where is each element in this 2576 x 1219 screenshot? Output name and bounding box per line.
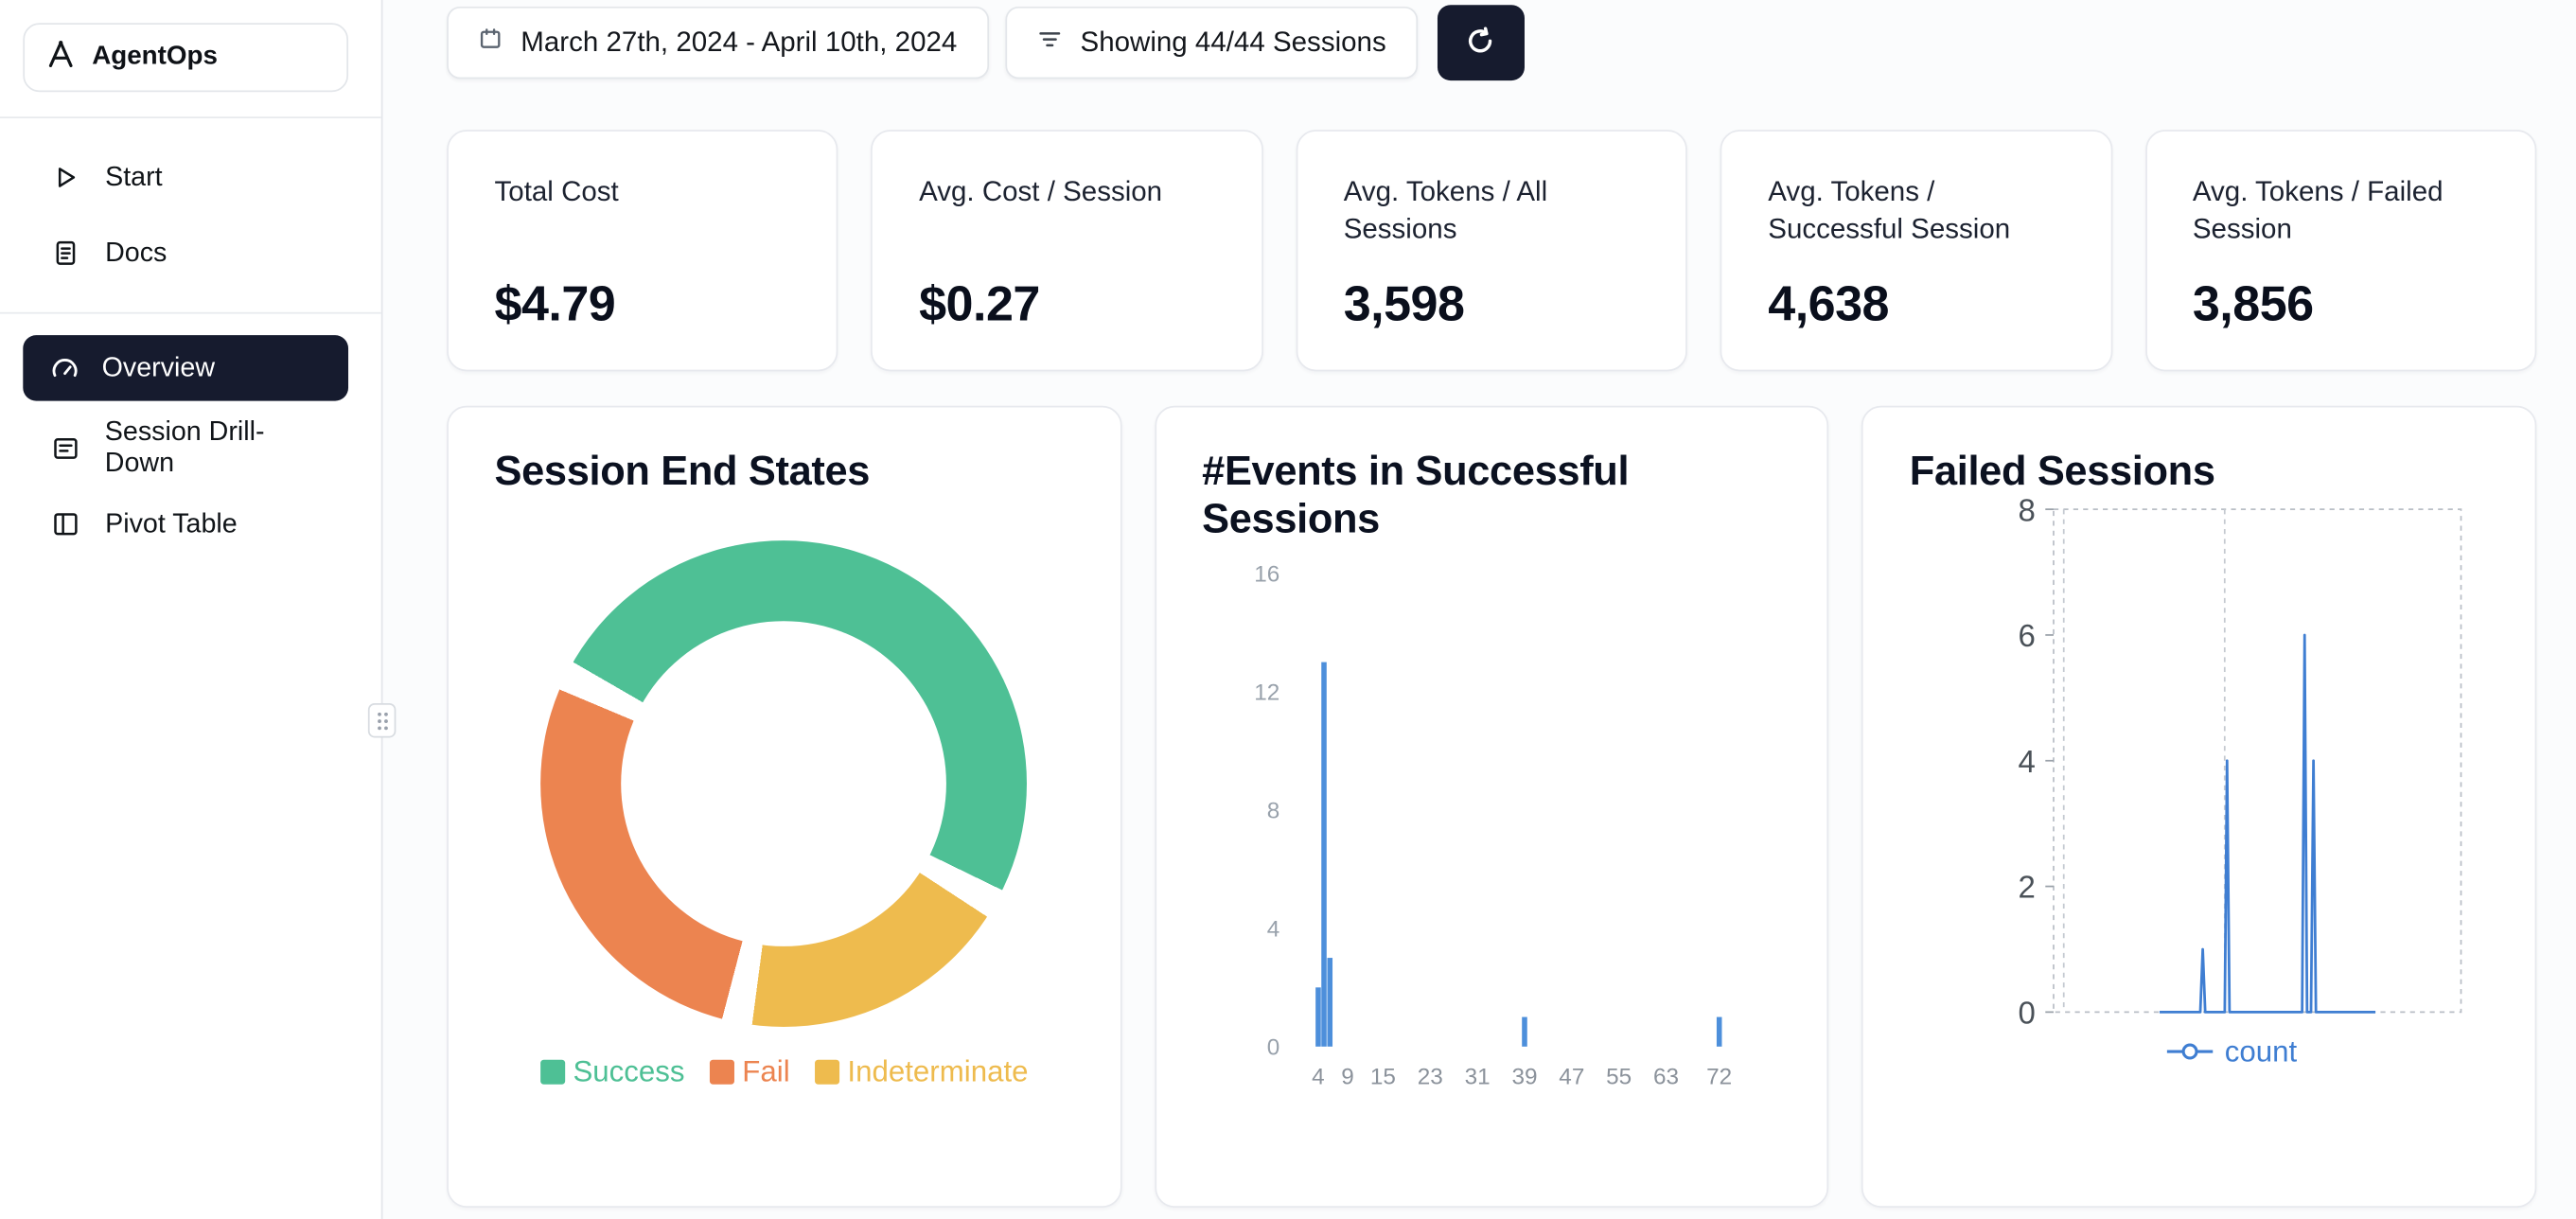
refresh-icon [1464,24,1497,62]
filter-label: Showing 44/44 Sessions [1080,26,1386,58]
legend-item-indeterminate[interactable]: Indeterminate [814,1054,1029,1088]
chart-title: Session End States [494,448,871,495]
stat-label: Avg. Tokens / Failed Session [2192,175,2444,245]
sidebar-item-label: Session Drill-Down [104,416,265,479]
svg-text:39: 39 [1511,1064,1537,1089]
svg-text:8: 8 [2019,496,2036,527]
svg-text:6: 6 [2019,618,2036,653]
sidebar-divider [0,311,381,314]
play-icon [49,161,82,194]
grip-dots-icon [377,712,387,730]
svg-text:9: 9 [1341,1064,1354,1089]
legend-label: Success [573,1054,685,1087]
svg-text:12: 12 [1254,680,1279,705]
session-list-icon [49,433,81,466]
stat-card-avg-tokens-all: Avg. Tokens / All Sessions 3,598 [1296,130,1688,372]
svg-text:4: 4 [2019,743,2036,778]
chart-title: #Events in Successful Sessions [1202,448,1630,542]
svg-text:15: 15 [1369,1064,1395,1089]
svg-text:0: 0 [1266,1034,1279,1060]
svg-text:4: 4 [1312,1064,1325,1089]
stat-label: Avg. Cost / Session [919,175,1163,207]
date-range-label: March 27th, 2024 - April 10th, 2024 [520,26,958,58]
svg-text:31: 31 [1464,1064,1490,1089]
document-icon [49,237,82,270]
count-legend-marker-icon [2167,1043,2214,1060]
fail-swatch [709,1059,734,1085]
svg-text:63: 63 [1652,1064,1678,1089]
stat-card-avg-tokens-successful: Avg. Tokens / Successful Session 4,638 [1720,130,2112,372]
sidebar: AgentOps Start Docs Over [0,0,397,1219]
topbar: March 27th, 2024 - April 10th, 2024 Show… [447,5,2536,81]
chart-title: Failed Sessions [1909,448,2215,495]
stat-value: $0.27 [919,277,1040,332]
sidebar-divider [0,116,381,118]
svg-text:16: 16 [1254,561,1279,587]
stat-label: Total Cost [494,175,619,207]
line-chart-legend[interactable]: count [1910,1034,2489,1069]
date-range-button[interactable]: March 27th, 2024 - April 10th, 2024 [447,6,989,80]
agentops-logo-icon [44,37,78,78]
main-content: March 27th, 2024 - April 10th, 2024 Show… [382,0,2576,1219]
sidebar-nav-main: Overview Session Drill-Down Pivot Table [0,335,381,562]
svg-text:4: 4 [1266,916,1279,942]
donut-hole [621,620,947,946]
sidebar-item-overview[interactable]: Overview [23,335,349,401]
sidebar-item-label: Docs [105,237,168,268]
sidebar-resize-handle[interactable] [367,702,397,738]
success-swatch [539,1059,565,1085]
session-end-states-card: Session End States Success Fail [447,405,1122,1208]
stat-card-avg-cost-session: Avg. Cost / Session $0.27 [871,130,1263,372]
charts-row: Session End States Success Fail [447,405,2537,1208]
indeterminate-swatch [814,1059,839,1085]
logo-text: AgentOps [92,43,218,71]
svg-text:8: 8 [1266,798,1279,823]
table-columns-icon [49,507,82,540]
svg-text:47: 47 [1559,1064,1584,1089]
svg-text:2: 2 [2019,869,2036,904]
stat-value: 3,598 [1343,277,1465,332]
legend-label: Fail [742,1054,790,1087]
count-legend-label: count [2224,1034,2298,1068]
sidebar-item-pivot-table[interactable]: Pivot Table [0,486,381,562]
sidebar-nav-top: Start Docs [0,140,381,292]
refresh-button[interactable] [1437,5,1525,81]
svg-text:23: 23 [1417,1064,1442,1089]
filter-button[interactable]: Showing 44/44 Sessions [1004,6,1418,80]
legend-item-fail[interactable]: Fail [709,1054,790,1088]
sidebar-item-docs[interactable]: Docs [0,215,381,291]
svg-text:0: 0 [2019,995,2036,1030]
legend-label: Indeterminate [847,1054,1029,1087]
filter-icon [1036,26,1063,60]
svg-text:72: 72 [1706,1064,1732,1089]
donut-legend: Success Fail Indeterminate [495,1054,1074,1088]
sidebar-item-label: Start [105,161,163,192]
gauge-icon [47,351,80,384]
sidebar-item-session-drill-down[interactable]: Session Drill-Down [0,411,381,486]
stats-row: Total Cost $4.79 Avg. Cost / Session $0.… [447,130,2537,372]
stat-card-avg-tokens-failed: Avg. Tokens / Failed Session 3,856 [2144,130,2537,372]
sidebar-item-start[interactable]: Start [0,140,381,216]
stat-label: Avg. Tokens / All Sessions [1343,175,1548,245]
stat-card-total-cost: Total Cost $4.79 [447,130,839,372]
legend-item-success[interactable]: Success [539,1054,685,1088]
sidebar-item-label: Pivot Table [105,508,238,539]
sidebar-item-label: Overview [101,352,216,382]
events-successful-sessions-card: #Events in Successful Sessions 0 4 8 12 16 4 9… [1154,405,1829,1208]
stat-value: $4.79 [494,277,616,332]
logo[interactable]: AgentOps [23,23,349,93]
stat-label: Avg. Tokens / Successful Session [1768,175,2011,245]
svg-text:55: 55 [1606,1064,1632,1089]
failed-line-chart[interactable]: 0 2 4 6 8 [1975,496,2475,1032]
stat-value: 4,638 [1768,277,1890,332]
session-end-states-donut-chart[interactable] [540,539,1028,1027]
calendar-icon [478,26,503,60]
stat-value: 3,856 [2192,277,2314,332]
failed-sessions-card: Failed Sessions 0 2 4 6 8 count [1861,405,2537,1208]
